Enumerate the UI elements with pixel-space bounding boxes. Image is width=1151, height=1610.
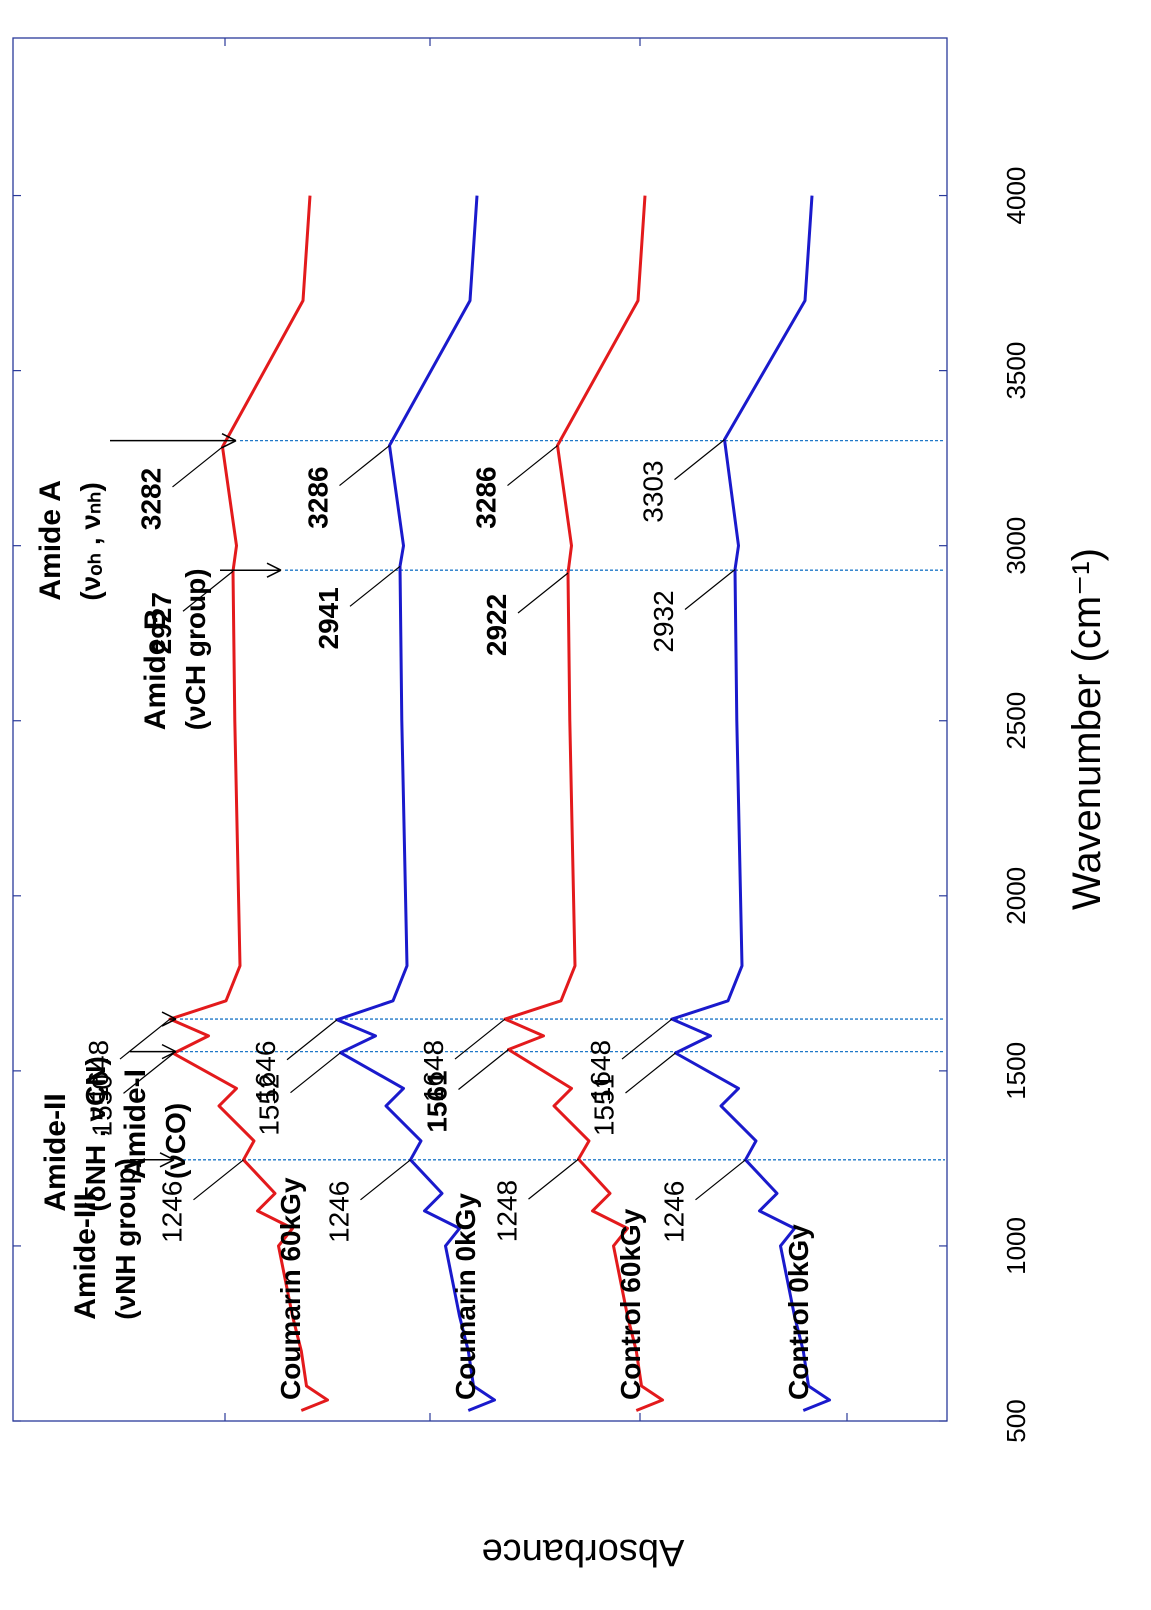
peak-leader-line [339,445,390,487]
spectrum-line [503,195,664,1412]
plot-frame [12,37,948,1422]
peak-leader-line [625,1052,676,1094]
band-annotation-subtitle: (νCH group) [180,568,211,730]
spectrum-line [670,195,831,1412]
peak-leader-line [172,446,223,488]
band-annotation-title: Amide A [34,480,67,601]
arrowhead [161,1043,177,1060]
peak-leader-line [182,570,234,612]
spectrum-line [335,195,496,1412]
band-annotation-title: Amide B [139,609,172,731]
band-annotation-subtitle: (νₒₕ , νₙₕ) [75,482,106,600]
plot-area: Coumarin 60kGy Coumarin 0kGy Control 60kGy… [13,38,947,1422]
x-tick-labels: 500 1000 1500 2000 2500 3000 3500 4000 [1001,167,1031,1443]
x-tick-label: 2500 [1001,692,1031,750]
peak-label: 1248 [492,1180,523,1242]
peak-label: 1246 [324,1181,355,1243]
arrowhead [221,432,237,449]
peak-label: 1552 [254,1074,285,1136]
band-annotation-title: Amide-II [39,1093,72,1211]
peak-leader-line [458,1049,509,1090]
arrowhead [161,1011,177,1027]
series-label: Control 0kGy [783,1224,814,1400]
peak-label: 1551 [589,1074,620,1136]
peak-label: 1550 [87,1074,118,1136]
x-axis-label: Wavenumber (cm⁻¹) [1065,548,1109,910]
peak-leader-line [674,439,725,481]
x-tick-label: 1000 [1001,1217,1031,1275]
band-annotation-subtitle: (δNH , νCN) [80,1056,111,1211]
x-tick-label: 4000 [1001,167,1031,225]
peak-label: 3303 [638,460,669,522]
series-label: Coumarin 60kGy [275,1177,306,1400]
x-tick-label: 3000 [1001,517,1031,575]
peak-leader-line [349,565,401,607]
peak-label: 2922 [481,594,512,656]
peak-label: 1648 [585,1040,616,1102]
x-tick-label: 2000 [1001,867,1031,925]
peak-leader-line [290,1052,341,1094]
peak-label: 1648 [83,1040,114,1102]
peak-label: 3286 [471,466,502,528]
peak-leader-line [507,445,558,487]
peak-label: 1561 [422,1070,453,1132]
y-axis-label: Absorbance [482,1531,685,1573]
peak-label: 2932 [648,590,679,652]
band-annotation-subtitle: (νNH group) [110,1158,141,1320]
peak-leader-line [528,1158,579,1200]
x-tick-label: 500 [1001,1399,1031,1442]
peak-label: 2941 [313,587,344,649]
spectrum-line [168,195,329,1412]
peak-label: 3282 [136,468,167,530]
peak-leader-line [684,569,736,610]
peak-leader-line [193,1159,244,1201]
peak-label: 2927 [146,592,177,654]
band-annotation-title: Amide-III [69,1193,102,1320]
peak-leader-line [286,1019,338,1061]
peak-label: 1646 [250,1041,281,1103]
x-tick-label: 1500 [1001,1042,1031,1100]
peak-label: 1246 [157,1181,188,1243]
peak-label: 3286 [303,466,334,528]
x-tick-label: 3500 [1001,342,1031,400]
arrowhead [159,1152,175,1168]
peak-leader-line [695,1159,746,1201]
peak-leader-line [123,1052,174,1094]
peak-leader-line [621,1018,673,1060]
band-annotation-title: Amide-I [119,1069,152,1179]
peak-leader-line [119,1018,171,1060]
peak-leader-line [360,1159,411,1201]
peak-label: 1246 [659,1181,690,1243]
series-label: Coumarin 0kGy [450,1193,481,1400]
peak-leader-line [517,572,569,614]
arrowhead [266,562,282,578]
peak-label: 1648 [418,1040,449,1102]
peak-leader-line [454,1018,506,1060]
series-label: Control 60kGy [615,1208,646,1400]
band-annotation-subtitle: (νCO) [160,1103,191,1179]
